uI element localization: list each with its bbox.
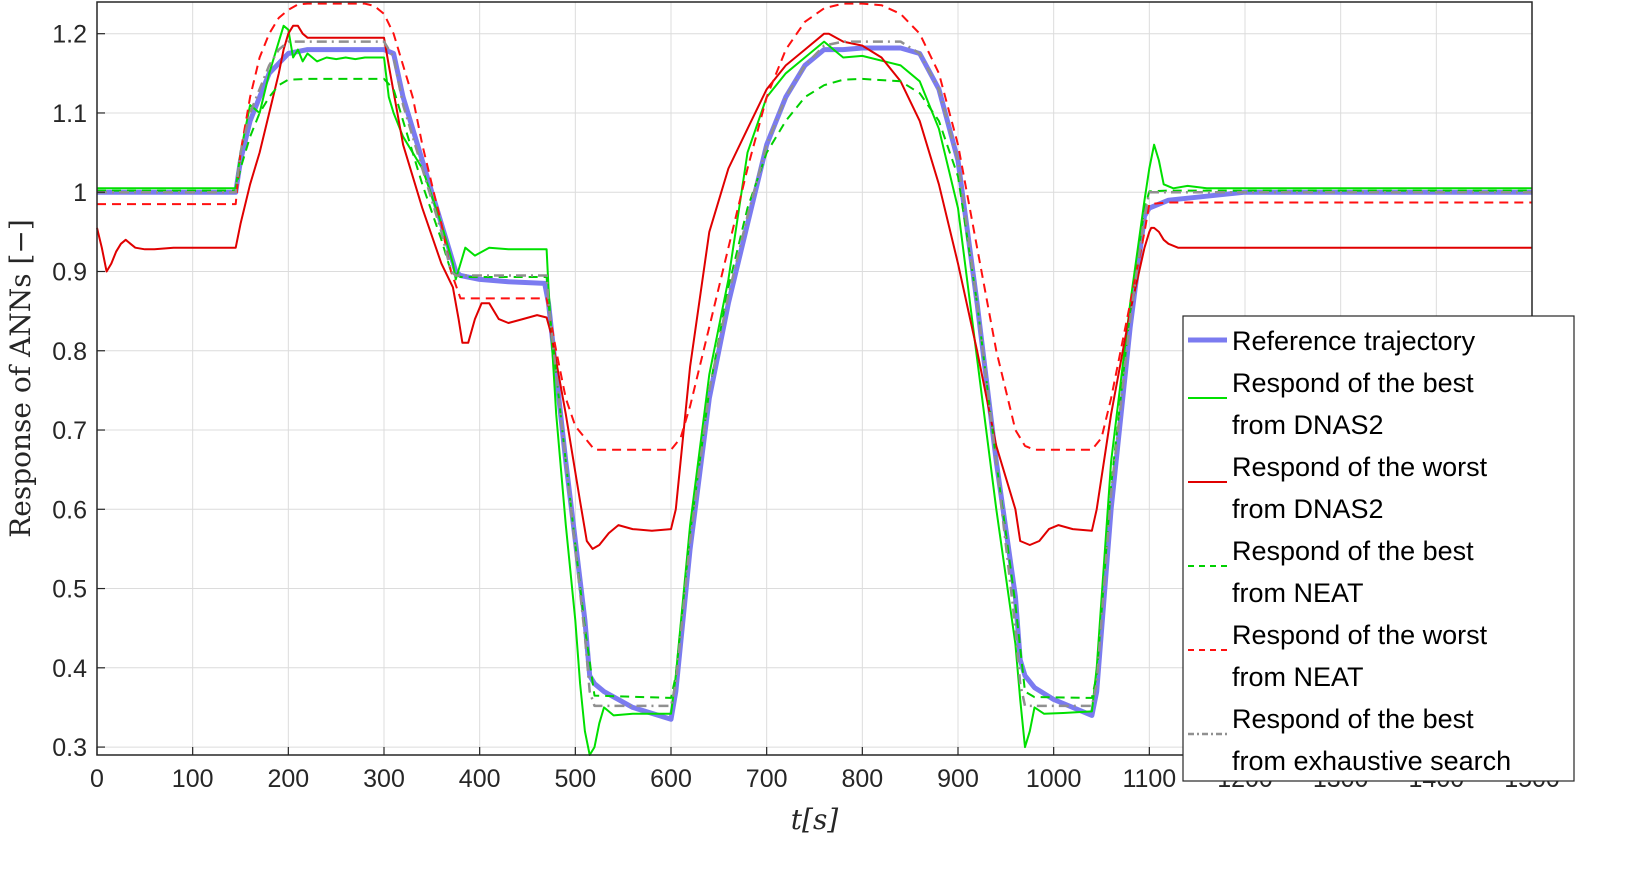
- x-axis-label: t[s]: [791, 803, 839, 836]
- x-tick-label: 500: [554, 765, 596, 793]
- x-tick-label: 100: [172, 765, 214, 793]
- x-tick-label: 200: [267, 765, 309, 793]
- y-tick-label: 0.4: [52, 655, 87, 683]
- y-axis: 0.3 0.4 0.5 0.6 0.7 0.8 0.9 1 1.1 1.2: [52, 21, 105, 762]
- y-tick-label: 1.2: [52, 21, 87, 49]
- series-line: [97, 24, 1532, 756]
- legend-label: Respond of the worst: [1232, 620, 1488, 650]
- legend-label-line2: from NEAT: [1232, 578, 1364, 608]
- legend-label-line2: from DNAS2: [1232, 494, 1384, 524]
- legend-box: [1182, 315, 1575, 782]
- legend-label: Respond of the worst: [1232, 452, 1488, 482]
- x-tick-label: 700: [746, 765, 788, 793]
- y-axis-label: Response of ANNs [−]: [4, 219, 37, 538]
- legend-label: Reference trajectory: [1232, 326, 1476, 356]
- legend-label: Respond of the best: [1232, 368, 1474, 398]
- y-tick-label: 0.8: [52, 338, 87, 366]
- x-tick-label: 400: [459, 765, 501, 793]
- x-tick-label: 800: [841, 765, 883, 793]
- legend-label-line2: from NEAT: [1232, 662, 1364, 692]
- legend-label: Respond of the best: [1232, 704, 1474, 734]
- x-tick-label: 600: [650, 765, 692, 793]
- x-tick-label: 1000: [1026, 765, 1082, 793]
- legend-label: Respond of the best: [1232, 536, 1474, 566]
- x-tick-label: 300: [363, 765, 405, 793]
- x-tick-label: 0: [90, 765, 104, 793]
- y-tick-label: 0.5: [52, 576, 87, 604]
- series-line: [97, 2, 1532, 451]
- y-tick-label: 1.1: [52, 100, 87, 128]
- legend-label-line2: from exhaustive search: [1232, 746, 1511, 776]
- y-tick-label: 0.9: [52, 258, 87, 286]
- series-line: [97, 77, 1532, 699]
- x-tick-label: 1100: [1122, 765, 1176, 793]
- legend: Reference trajectory Respond of the best f…: [1182, 315, 1575, 782]
- series-lines: [96, 2, 1532, 756]
- y-tick-label: 0.6: [52, 496, 87, 524]
- y-tick-label: 0.3: [52, 734, 87, 762]
- series-line: [97, 40, 1532, 708]
- series-line: [96, 24, 1532, 550]
- y-tick-label: 1: [73, 179, 87, 207]
- x-tick-label: 900: [937, 765, 979, 793]
- y-tick-label: 0.7: [52, 417, 87, 445]
- legend-label-line2: from DNAS2: [1232, 410, 1384, 440]
